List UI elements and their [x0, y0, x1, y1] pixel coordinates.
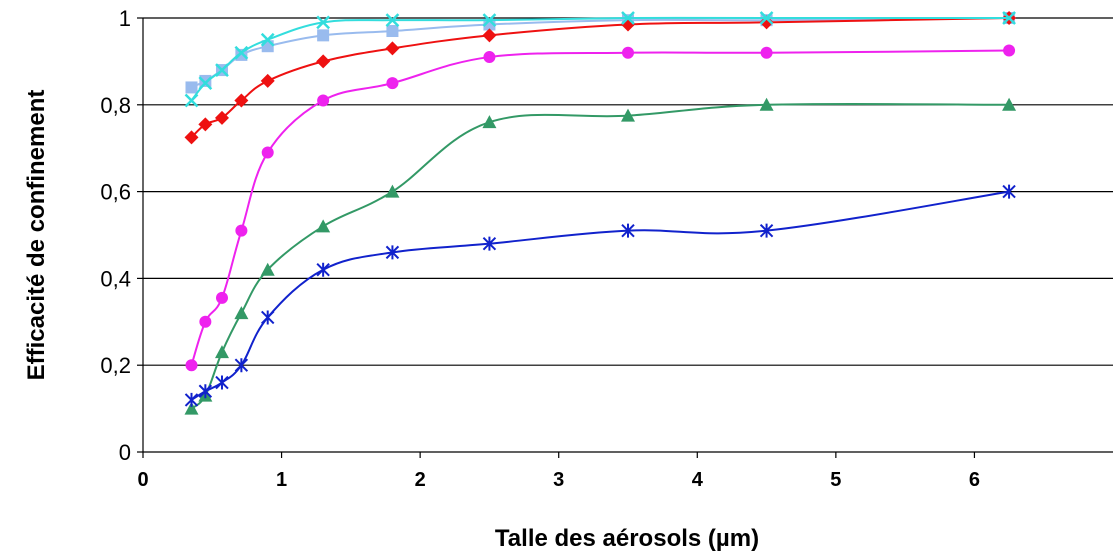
data-point-4-7	[482, 236, 497, 251]
data-point-4-3	[234, 358, 249, 373]
data-point-2-6	[386, 77, 399, 90]
series-group	[184, 11, 1017, 415]
x-tick-label: 2	[415, 469, 426, 491]
data-point-3-9	[759, 97, 774, 111]
series-1	[184, 11, 1017, 145]
y-tick-label: 0,8	[100, 93, 131, 118]
y-tick-label: 0,6	[100, 180, 131, 205]
data-point-2-4	[261, 146, 274, 159]
data-point-5-5	[316, 15, 331, 30]
series-line-3	[190, 102, 1010, 410]
data-point-1-7	[482, 28, 497, 43]
data-point-5-6	[385, 13, 400, 28]
data-point-0-6	[386, 25, 399, 38]
x-tick-label: 4	[692, 469, 704, 491]
data-point-5-8	[621, 11, 635, 25]
data-point-1-0	[184, 130, 199, 145]
data-point-4-6	[385, 245, 400, 260]
data-point-4-10	[1002, 184, 1016, 199]
data-point-4-2	[215, 375, 229, 390]
data-point-2-7	[483, 51, 496, 64]
x-tick-label: 1	[276, 469, 287, 491]
x-tick-label: 3	[553, 469, 564, 491]
data-point-5-2	[215, 63, 229, 77]
data-point-2-5	[317, 94, 330, 107]
series-line-2	[190, 49, 1010, 366]
data-point-2-2	[215, 291, 228, 304]
x-tick-label: 0	[137, 469, 148, 491]
data-point-3-8	[621, 108, 635, 122]
data-point-3-2	[214, 345, 229, 359]
data-point-3-6	[385, 184, 400, 198]
series-line-4	[190, 190, 1010, 401]
data-point-5-7	[482, 13, 497, 28]
series-4	[184, 184, 1016, 407]
data-point-4-1	[198, 384, 213, 399]
y-tick-label: 0	[119, 440, 131, 465]
data-point-1-6	[385, 41, 400, 56]
x-tick-label: 5	[830, 469, 841, 491]
data-point-4-0	[184, 392, 199, 407]
data-point-5-1	[198, 76, 213, 90]
data-point-3-0	[184, 401, 199, 415]
series-5	[184, 11, 1016, 108]
data-point-1-4	[260, 73, 275, 88]
data-point-5-3	[234, 45, 249, 60]
axes	[137, 17, 1113, 458]
data-point-3-5	[316, 219, 331, 233]
data-point-5-10	[1002, 11, 1016, 25]
gridlines	[143, 17, 1113, 366]
data-point-4-4	[261, 310, 275, 325]
data-point-2-0	[185, 359, 198, 372]
series-line-5	[190, 16, 1010, 102]
data-point-3-3	[234, 306, 249, 320]
data-point-3-7	[482, 115, 497, 129]
data-point-4-8	[621, 223, 635, 238]
data-point-3-4	[260, 262, 275, 276]
data-point-2-1	[199, 315, 212, 328]
data-point-2-10	[1003, 44, 1016, 57]
x-tick-labels: 0 1 2 3 4 5 6	[137, 469, 980, 491]
data-point-1-2	[214, 110, 229, 125]
x-tick-label: 6	[969, 469, 980, 491]
series-2	[185, 44, 1016, 372]
y-tick-label: 1	[119, 6, 131, 31]
data-point-2-8	[622, 46, 634, 59]
x-axis-title: Talle des aérosols (µm)	[495, 525, 759, 552]
data-point-1-3	[234, 93, 249, 108]
data-point-5-4	[260, 32, 275, 47]
data-point-5-0	[184, 93, 199, 108]
data-point-1-5	[316, 54, 331, 69]
data-point-4-5	[316, 262, 330, 277]
data-point-2-3	[235, 224, 248, 237]
data-point-0-5	[317, 29, 330, 42]
series-3	[184, 97, 1017, 415]
data-point-0-0	[185, 81, 198, 94]
data-point-0-1	[199, 74, 212, 87]
data-point-1-1	[198, 117, 213, 132]
data-point-3-10	[1002, 97, 1017, 111]
data-point-2-9	[760, 46, 773, 59]
y-axis-title: Efficacité de confinement	[23, 90, 50, 381]
data-point-5-9	[759, 11, 774, 25]
data-point-4-9	[759, 223, 774, 238]
y-tick-labels: 0 0,2 0,4 0,6 0,8 1	[100, 6, 131, 465]
y-tick-label: 0,4	[100, 266, 131, 291]
y-tick-label: 0,2	[100, 353, 131, 378]
